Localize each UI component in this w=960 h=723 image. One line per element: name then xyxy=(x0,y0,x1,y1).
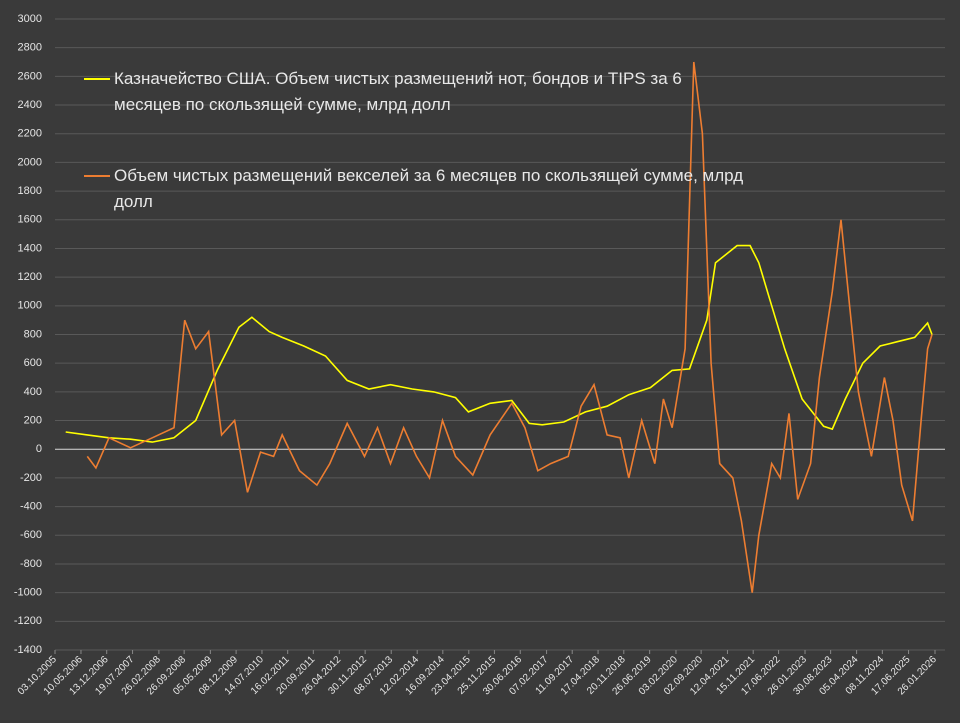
y-tick-label: -400 xyxy=(20,500,42,512)
y-tick-label: 200 xyxy=(24,414,42,426)
y-tick-label: 1400 xyxy=(18,242,42,254)
legend-label: Казначейство США. Объем чистых размещени… xyxy=(114,69,682,114)
series-line xyxy=(86,61,933,593)
y-tick-label: 2000 xyxy=(18,156,42,168)
y-tick-label: 2400 xyxy=(18,99,42,111)
y-tick-label: 2600 xyxy=(18,70,42,82)
y-tick-label: 600 xyxy=(24,357,42,369)
y-tick-label: -800 xyxy=(20,558,42,570)
y-tick-label: -1200 xyxy=(14,615,42,627)
y-tick-label: -200 xyxy=(20,472,42,484)
y-tick-label: 400 xyxy=(24,386,42,398)
legend-entry: Казначейство США. Объем чистых размещени… xyxy=(84,66,744,118)
y-tick-label: 2800 xyxy=(18,42,42,54)
legend-swatch xyxy=(84,78,110,80)
series-line xyxy=(65,244,933,443)
y-tick-label: 1800 xyxy=(18,185,42,197)
y-tick-label: 1200 xyxy=(18,271,42,283)
y-tick-label: 2200 xyxy=(18,128,42,140)
y-tick-label: -1400 xyxy=(14,644,42,656)
y-tick-label: 800 xyxy=(24,328,42,340)
y-tick-label: 0 xyxy=(36,443,42,455)
y-tick-label: 1000 xyxy=(18,300,42,312)
y-tick-label: 1600 xyxy=(18,214,42,226)
legend-entry: Объем чистых размещений векселей за 6 ме… xyxy=(84,163,744,215)
y-tick-label: 3000 xyxy=(18,13,42,25)
legend-label: Объем чистых размещений векселей за 6 ме… xyxy=(114,166,744,211)
legend-swatch xyxy=(84,175,110,177)
y-tick-label: -600 xyxy=(20,529,42,541)
y-tick-label: -1000 xyxy=(14,587,42,599)
